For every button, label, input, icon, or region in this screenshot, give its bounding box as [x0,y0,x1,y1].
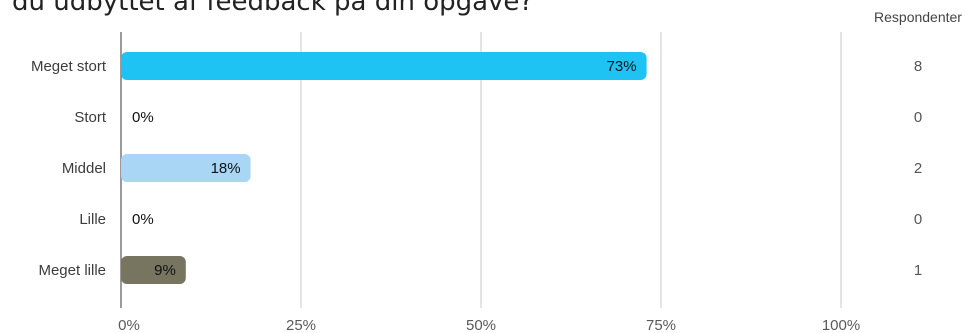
category-label: Meget lille [38,262,106,279]
category-label: Middel [62,160,106,177]
respondent-count: 0 [914,211,922,228]
x-tick-label: 100% [822,317,860,333]
bar [121,256,186,284]
respondents-header: Respondenter [874,9,962,25]
bar-value-label: 0% [132,109,154,126]
category-label: Stort [74,109,107,126]
bar-value-label: 9% [154,262,176,279]
chart-title: du udbyttet af feedback på din opgave? [12,0,533,17]
respondent-count: 8 [914,58,922,75]
x-tick-label: 0% [118,317,140,333]
bar-value-label: 18% [211,160,241,177]
bar-value-label: 73% [607,58,637,75]
respondent-count: 0 [914,109,922,126]
category-label: Meget stort [31,58,107,75]
category-label: Lille [79,211,106,228]
bar [121,154,251,182]
bar [121,52,647,80]
bar-value-label: 0% [132,211,154,228]
respondent-count: 1 [914,262,922,279]
x-tick-label: 50% [466,317,496,333]
x-tick-label: 25% [286,317,316,333]
respondent-count: 2 [914,160,922,177]
x-tick-label: 75% [646,317,676,333]
